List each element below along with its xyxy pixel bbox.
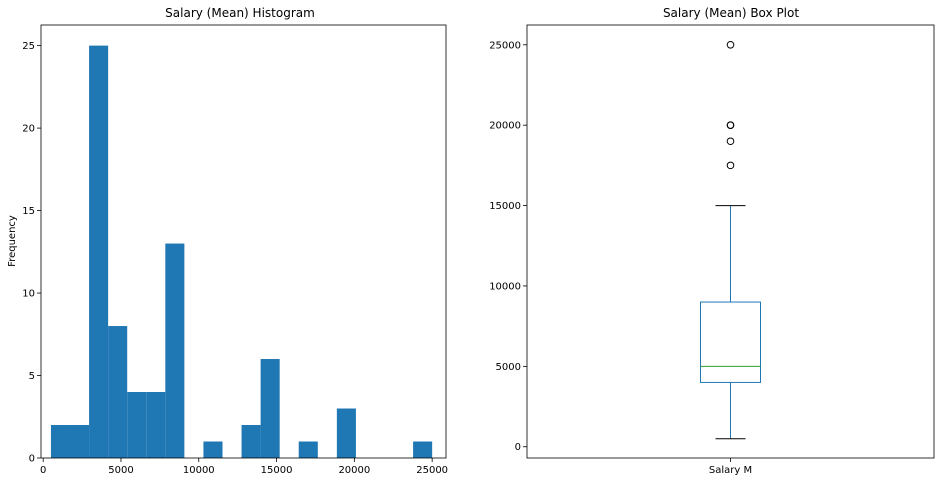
- y-tick-label: 5000: [496, 362, 521, 373]
- histogram-bar: [89, 45, 109, 458]
- x-tick-label: 5000: [108, 465, 133, 476]
- histogram-bar: [70, 425, 90, 458]
- histogram-bar: [260, 359, 280, 458]
- histogram-y-axis-label: Frequency: [7, 215, 18, 267]
- histogram-bar: [146, 392, 166, 458]
- histogram-bar: [336, 408, 356, 458]
- iqr-box: [700, 301, 761, 383]
- histogram-frame: [40, 24, 447, 459]
- histogram-title: Salary (Mean) Histogram: [165, 6, 315, 20]
- boxplot-x-ticks: Salary M: [709, 458, 752, 476]
- histogram-chart: Salary (Mean) Histogram Frequency 0 5000 1…: [7, 6, 448, 476]
- boxplot-frame: [526, 24, 935, 459]
- y-tick-label: 10000: [489, 281, 521, 292]
- histogram-bar: [165, 243, 185, 458]
- outlier-point: [726, 161, 735, 170]
- x-tick-label: Salary M: [709, 465, 752, 476]
- y-tick-label: 20: [22, 124, 35, 135]
- x-tick-label: 0: [40, 465, 46, 476]
- histogram-bar: [203, 441, 223, 458]
- histogram-bar: [127, 392, 147, 458]
- boxplot-chart: Salary (Mean) Box Plot 0 5000 10000 15000 20…: [489, 6, 935, 476]
- histogram-bar: [241, 425, 261, 458]
- histogram-bars: [50, 45, 433, 458]
- histogram-x-ticks: 0 5000 10000 15000 20000 25000: [40, 458, 448, 476]
- y-tick-label: 0: [29, 454, 35, 465]
- y-tick-label: 20000: [489, 121, 521, 132]
- histogram-bar: [298, 441, 318, 458]
- y-tick-label: 0: [515, 442, 521, 453]
- outlier-point: [726, 137, 735, 146]
- boxplot-marks: [700, 40, 761, 440]
- y-tick-label: 15000: [489, 201, 521, 212]
- outlier-point: [726, 40, 735, 49]
- histogram-bar: [50, 425, 71, 458]
- y-tick-label: 5: [29, 371, 35, 382]
- outlier-point: [726, 121, 735, 129]
- boxplot-y-ticks: 0 5000 10000 15000 20000 25000: [489, 40, 527, 453]
- x-tick-label: 20000: [338, 465, 370, 476]
- y-tick-label: 10: [22, 289, 35, 300]
- boxplot-title: Salary (Mean) Box Plot: [663, 6, 799, 20]
- y-tick-label: 25000: [489, 40, 521, 51]
- histogram-bar: [413, 441, 433, 458]
- y-tick-label: 25: [22, 41, 35, 52]
- x-tick-label: 15000: [261, 465, 293, 476]
- x-tick-label: 25000: [416, 465, 448, 476]
- y-tick-label: 15: [22, 206, 35, 217]
- x-tick-label: 10000: [183, 465, 215, 476]
- histogram-y-ticks: 0 5 10 15 20 25: [22, 41, 41, 465]
- histogram-bar: [108, 326, 128, 458]
